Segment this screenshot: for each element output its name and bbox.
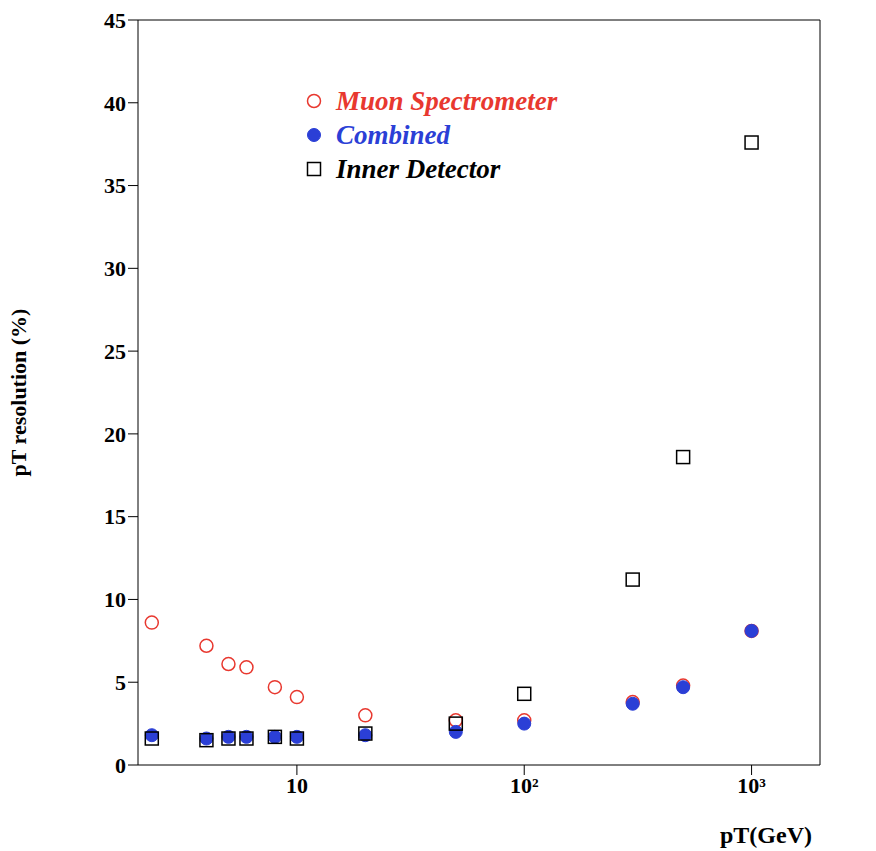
svg-text:10: 10 <box>104 587 126 612</box>
svg-text:40: 40 <box>104 91 126 116</box>
svg-text:10: 10 <box>286 773 308 798</box>
html-text:Muon Spectrometer: Muon Spectrometer <box>336 86 558 116</box>
html-text:Inner Detector: Inner Detector <box>336 154 501 184</box>
svg-text:20: 20 <box>104 422 126 447</box>
svg-text:5: 5 <box>115 670 126 695</box>
svg-text:15: 15 <box>104 504 126 529</box>
svg-text:45: 45 <box>104 8 126 33</box>
html-text:Combined: Combined <box>336 120 450 150</box>
svg-text:25: 25 <box>104 339 126 364</box>
svg-text:pT(GeV): pT(GeV) <box>720 822 812 848</box>
svg-text:0: 0 <box>115 753 126 778</box>
svg-text:pT resolution (%): pT resolution (%) <box>6 309 31 477</box>
svg-text:10²: 10² <box>510 773 539 798</box>
svg-text:35: 35 <box>104 173 126 198</box>
svg-text:10³: 10³ <box>737 773 766 798</box>
svg-text:30: 30 <box>104 256 126 281</box>
